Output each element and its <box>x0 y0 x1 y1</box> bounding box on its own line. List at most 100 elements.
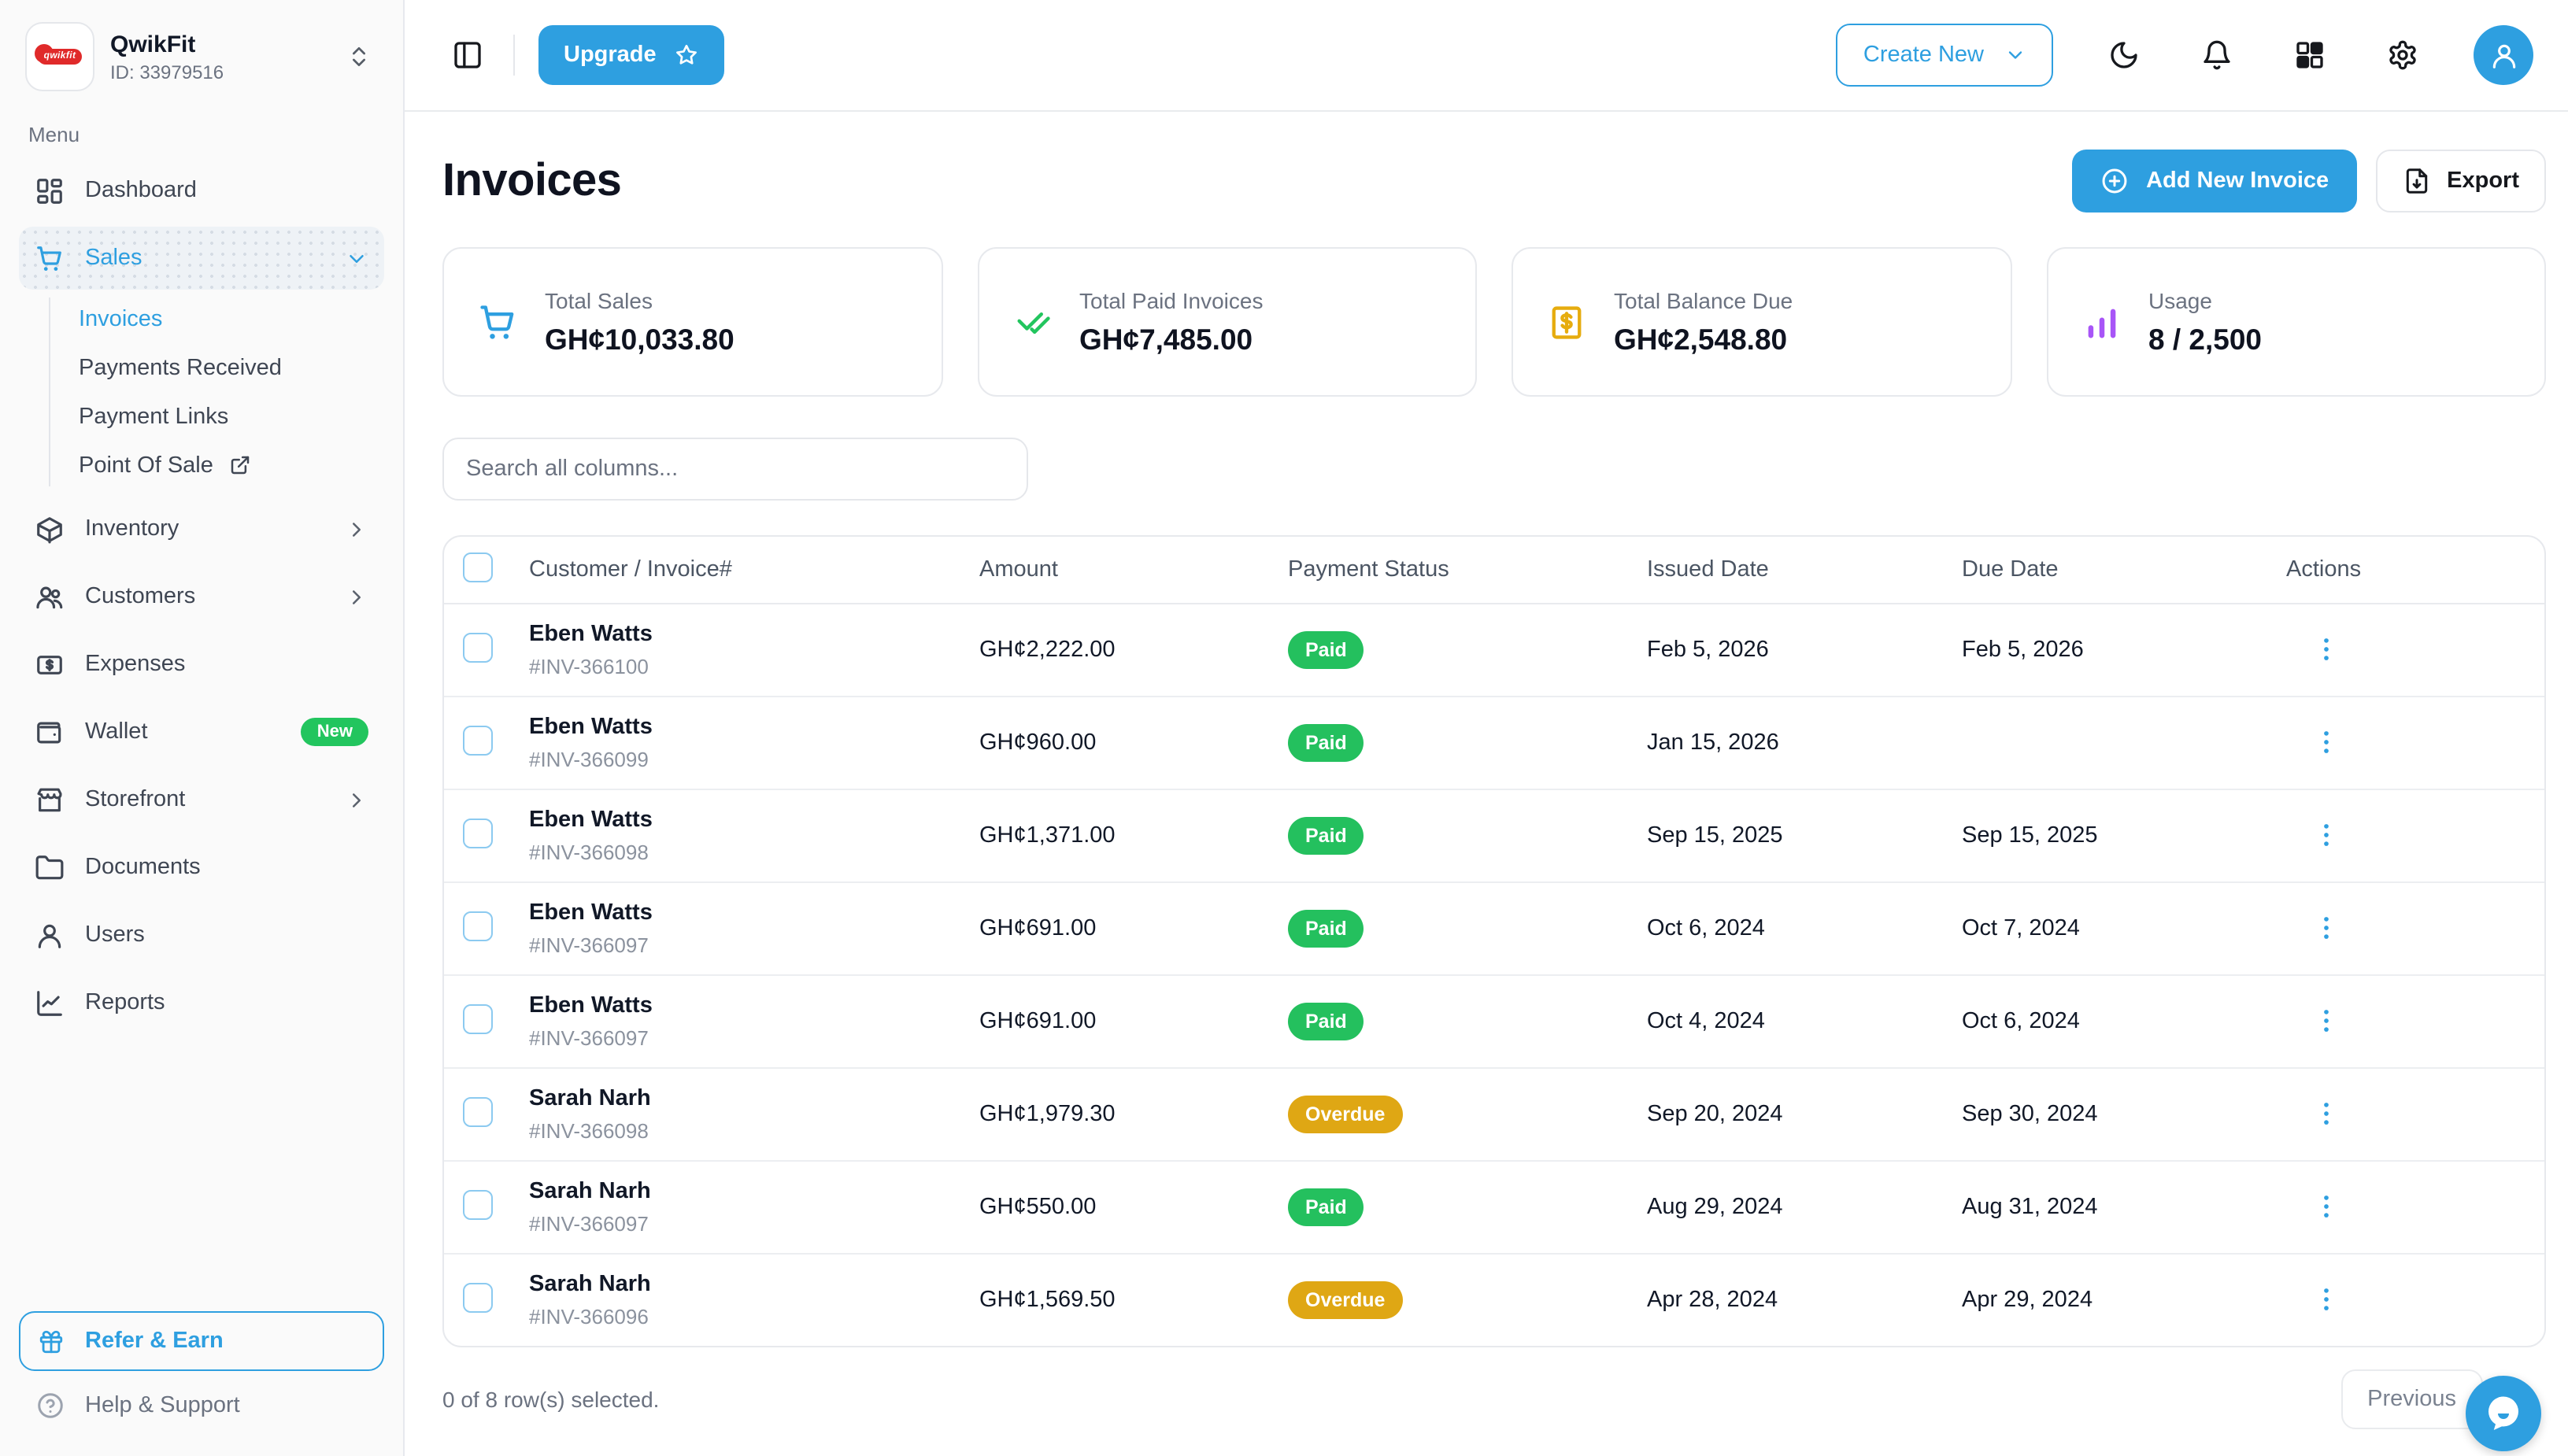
sidebar-item-storefront[interactable]: Storefront <box>19 768 384 831</box>
invoice-number: #INV-366099 <box>529 747 649 771</box>
row-checkbox[interactable] <box>463 1189 493 1219</box>
row-actions-button[interactable] <box>2305 628 2348 671</box>
sidebar-subitem-payment-links[interactable]: Payment Links <box>19 392 384 441</box>
upgrade-label: Upgrade <box>564 42 657 68</box>
notifications-button[interactable] <box>2195 33 2239 77</box>
dark-mode-button[interactable] <box>2102 33 2146 77</box>
due-date: Apr 29, 2024 <box>1962 1288 2093 1313</box>
sidebar: qwikfit QwikFit ID: 33979516 Menu Dashbo… <box>0 0 405 1456</box>
row-actions-button[interactable] <box>2305 1000 2348 1042</box>
row-actions-button[interactable] <box>2305 1092 2348 1135</box>
sidebar-subitem-invoices[interactable]: Invoices <box>19 294 384 343</box>
create-new-button[interactable]: Create New <box>1836 24 2053 87</box>
previous-page-button[interactable]: Previous <box>2340 1369 2483 1429</box>
customer-name: Sarah Narh <box>529 1085 651 1110</box>
sidebar-subitem-payments-received[interactable]: Payments Received <box>19 343 384 392</box>
sidebar-item-users[interactable]: Users <box>19 904 384 966</box>
sidebar-bottom: Refer & Earn Help & Support <box>19 1311 384 1437</box>
select-all-checkbox[interactable] <box>463 552 493 582</box>
sidebar-item-sales[interactable]: Sales <box>19 227 384 290</box>
column-header-due-date: Due Date <box>1962 557 2059 582</box>
export-label: Export <box>2447 168 2519 194</box>
due-date: Oct 7, 2024 <box>1962 916 2080 941</box>
row-actions-button[interactable] <box>2305 1278 2348 1321</box>
invoice-amount: GH¢960.00 <box>979 730 1097 756</box>
table-row: Eben Watts #INV-366098 GH¢1,371.00 Paid Sep … <box>444 790 2544 883</box>
row-checkbox[interactable] <box>463 911 493 940</box>
plus-circle-icon <box>2100 167 2129 195</box>
kebab-icon <box>2324 824 2329 846</box>
upgrade-button[interactable]: Upgrade <box>538 25 724 85</box>
receipt-dollar-icon <box>1546 301 1587 342</box>
invoice-amount: GH¢691.00 <box>979 1009 1097 1034</box>
sidebar-item-wallet[interactable]: Wallet New <box>19 700 384 763</box>
sidebar-item-inventory[interactable]: Inventory <box>19 497 384 560</box>
row-actions-button[interactable] <box>2305 814 2348 856</box>
add-new-invoice-button[interactable]: Add New Invoice <box>2072 150 2358 212</box>
due-date: Oct 6, 2024 <box>1962 1009 2080 1034</box>
sidebar-toggle-button[interactable] <box>446 33 490 77</box>
users-icon <box>36 586 63 608</box>
row-actions-button[interactable] <box>2305 907 2348 949</box>
row-checkbox[interactable] <box>463 1282 493 1312</box>
row-checkbox[interactable] <box>463 1096 493 1126</box>
invoice-number: #INV-366097 <box>529 1211 649 1236</box>
moon-icon <box>2108 39 2140 71</box>
chevron-down-icon <box>2008 51 2022 59</box>
apps-button[interactable] <box>2288 33 2332 77</box>
star-icon <box>674 42 699 68</box>
payment-status-badge: Paid <box>1288 724 1364 762</box>
check-check-icon <box>1016 312 1049 334</box>
sidebar-nav: Dashboard Sales Invoices Payments Received P… <box>19 159 384 1311</box>
folder-icon <box>35 855 64 879</box>
row-checkbox[interactable] <box>463 1003 493 1033</box>
sidebar-subitem-point-of-sale[interactable]: Point Of Sale <box>19 441 384 490</box>
invoice-amount: GH¢550.00 <box>979 1195 1097 1220</box>
sidebar-item-expenses[interactable]: Expenses <box>19 633 384 696</box>
row-actions-button[interactable] <box>2305 1185 2348 1228</box>
sidebar-item-documents[interactable]: Documents <box>19 836 384 899</box>
export-button[interactable]: Export <box>2376 150 2546 212</box>
chat-bubble-icon <box>2480 1390 2527 1437</box>
sidebar-item-label: Storefront <box>85 786 186 812</box>
sidebar-item-customers[interactable]: Customers <box>19 565 384 628</box>
search-input[interactable] <box>442 438 1028 501</box>
sidebar-subitem-label: Payments Received <box>79 355 282 380</box>
invoice-number: #INV-366096 <box>529 1304 649 1329</box>
table-row: Sarah Narh #INV-366098 GH¢1,979.30 Overdue S… <box>444 1069 2544 1162</box>
sidebar-item-dashboard[interactable]: Dashboard <box>19 159 384 222</box>
new-badge: New <box>301 718 368 746</box>
settings-button[interactable] <box>2381 33 2425 77</box>
customer-name: Eben Watts <box>529 992 653 1018</box>
bar-chart-icon <box>2087 308 2115 338</box>
chat-support-fab[interactable] <box>2466 1376 2541 1451</box>
sidebar-item-label: Dashboard <box>85 177 197 203</box>
help-support-button[interactable]: Help & Support <box>19 1374 384 1437</box>
receipt-dollar-icon <box>1552 305 1582 338</box>
user-avatar[interactable] <box>2474 25 2533 85</box>
column-header-issued-date: Issued Date <box>1647 557 1769 582</box>
stat-cards: Total Sales GH¢10,033.80 Total Paid Invoic… <box>442 247 2546 397</box>
store-icon <box>37 787 62 811</box>
workspace-switch-button[interactable] <box>340 38 378 76</box>
refer-earn-button[interactable]: Refer & Earn <box>19 1311 384 1371</box>
sidebar-item-reports[interactable]: Reports <box>19 971 384 1034</box>
star-icon <box>675 44 697 65</box>
check-check-icon <box>1012 301 1053 342</box>
kebab-icon <box>2324 917 2329 939</box>
workspace-switcher[interactable]: qwikfit QwikFit ID: 33979516 <box>19 22 384 91</box>
row-checkbox[interactable] <box>463 632 493 662</box>
row-checkbox[interactable] <box>463 725 493 755</box>
column-header-payment-status: Payment Status <box>1288 557 1449 582</box>
gift-icon <box>38 1328 65 1354</box>
issued-date: Jan 15, 2026 <box>1647 730 1779 756</box>
sidebar-subitem-label: Payment Links <box>79 404 229 429</box>
chat-icon <box>2488 1396 2518 1430</box>
row-checkbox[interactable] <box>463 818 493 848</box>
issued-date: Aug 29, 2024 <box>1647 1195 1783 1220</box>
sidebar-item-label: Customers <box>85 583 196 609</box>
sidebar-subitem-label: Point Of Sale <box>79 453 213 478</box>
panel-left-icon <box>454 42 481 68</box>
row-actions-button[interactable] <box>2305 721 2348 763</box>
grid-icon <box>2296 42 2323 68</box>
